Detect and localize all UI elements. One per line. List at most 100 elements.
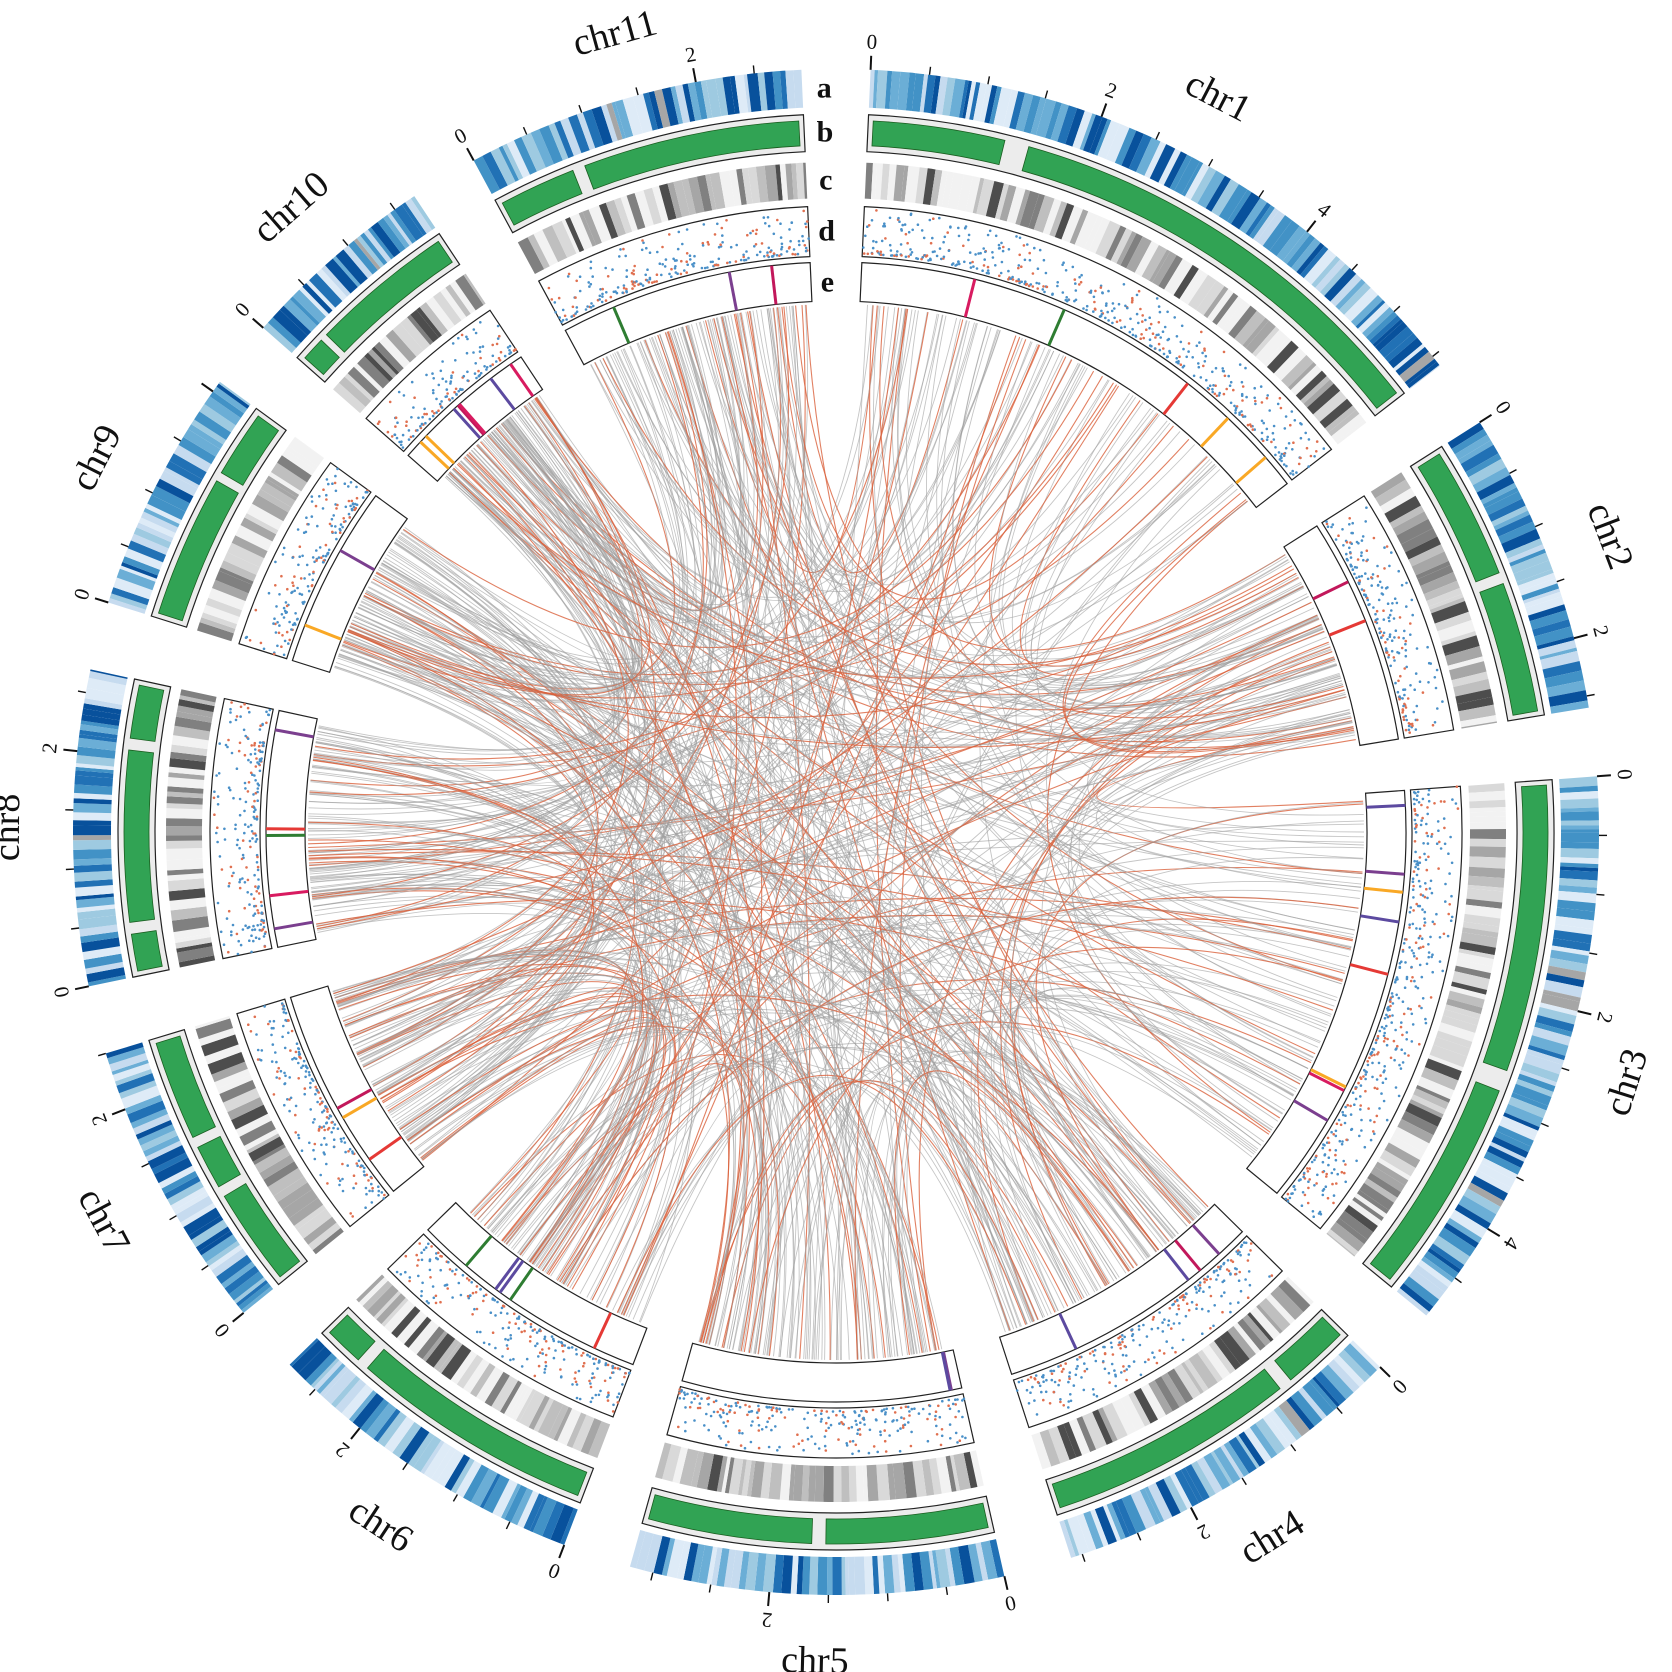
scatter-point bbox=[228, 882, 231, 885]
gray-band bbox=[499, 1380, 522, 1414]
synteny-link bbox=[792, 305, 841, 1361]
scatter-point bbox=[271, 1043, 275, 1046]
scatter-point bbox=[541, 1348, 544, 1351]
heatmap-cell bbox=[335, 1379, 367, 1414]
heatmap-cell bbox=[1552, 938, 1591, 952]
synteny-link bbox=[344, 637, 1150, 1258]
heatmap-cell bbox=[511, 1487, 534, 1526]
gray-band bbox=[391, 1306, 421, 1338]
track-letter: b bbox=[817, 116, 834, 149]
scatter-point bbox=[331, 482, 334, 486]
gray-band bbox=[266, 475, 300, 498]
scatter-point bbox=[1092, 1354, 1096, 1357]
gray-band bbox=[175, 937, 212, 949]
marker-frame bbox=[681, 1342, 963, 1403]
scatter-point bbox=[1421, 894, 1425, 897]
gray-band bbox=[634, 190, 654, 228]
scatter-point bbox=[1388, 619, 1391, 623]
scatter-point bbox=[578, 1397, 582, 1401]
gray-band bbox=[251, 494, 289, 522]
scatter-point bbox=[1349, 1113, 1353, 1116]
synteny-link bbox=[362, 322, 975, 1066]
gray-band bbox=[260, 482, 296, 508]
scatter-point bbox=[489, 1311, 493, 1314]
scatter-point bbox=[445, 395, 449, 398]
scatter-point bbox=[325, 1143, 328, 1146]
scatter-point bbox=[814, 1414, 817, 1417]
scatter-point bbox=[797, 239, 801, 243]
scatter-point bbox=[1145, 1335, 1149, 1338]
scatter-point bbox=[1144, 318, 1147, 322]
heatmap-cell bbox=[560, 117, 582, 157]
scatter-point bbox=[941, 1399, 944, 1403]
scatter-point bbox=[1126, 306, 1129, 310]
scatter-point bbox=[253, 741, 257, 745]
scatter-point bbox=[434, 1294, 438, 1298]
scatter-point bbox=[1165, 1340, 1168, 1343]
scatter-point bbox=[1412, 797, 1416, 801]
scatter-point bbox=[1344, 1114, 1347, 1117]
scatter-point bbox=[253, 928, 257, 931]
scatter-point bbox=[1391, 602, 1394, 605]
heatmap-cell bbox=[263, 322, 297, 353]
heatmap-cell bbox=[85, 961, 124, 975]
scatter-point bbox=[1410, 1040, 1414, 1043]
heatmap-cell bbox=[121, 1085, 161, 1109]
scatter-point bbox=[1175, 357, 1178, 360]
scatter-point bbox=[1203, 360, 1207, 363]
heatmap-cell bbox=[1226, 189, 1252, 224]
heatmap-cell bbox=[1486, 1145, 1525, 1169]
heatmap-cell bbox=[1296, 242, 1325, 276]
gray-band bbox=[416, 1326, 445, 1360]
scatter-point bbox=[1322, 447, 1326, 450]
scatter-point bbox=[1059, 1364, 1062, 1367]
scatter-frame bbox=[386, 1233, 632, 1418]
scatter-point bbox=[1244, 366, 1247, 370]
gray-band bbox=[1039, 1429, 1061, 1467]
scatter-point bbox=[290, 591, 293, 595]
scatter-point bbox=[300, 1149, 304, 1152]
scatter-point bbox=[956, 1398, 959, 1401]
scatter-point bbox=[1413, 688, 1416, 691]
scatter-point bbox=[1192, 374, 1196, 378]
scatter-point bbox=[1330, 1171, 1334, 1175]
scatter-point bbox=[935, 254, 939, 258]
heatmap-cell bbox=[1105, 123, 1130, 163]
synteny-link bbox=[871, 1075, 1109, 1359]
scatter-point bbox=[845, 1444, 849, 1447]
scatter-point bbox=[664, 258, 668, 261]
heatmap-cell bbox=[1417, 1260, 1452, 1288]
scatter-point bbox=[1078, 283, 1081, 286]
heatmap-cell bbox=[154, 1157, 193, 1184]
scatter-point bbox=[249, 761, 253, 764]
scatter-point bbox=[1401, 697, 1404, 700]
heatmap-cell bbox=[1493, 510, 1530, 531]
scatter-point bbox=[303, 577, 306, 580]
scatter-point bbox=[340, 1140, 343, 1143]
marker-bar bbox=[304, 623, 342, 641]
gray-band bbox=[1469, 838, 1506, 848]
scatter-point bbox=[423, 407, 426, 411]
scatter-point bbox=[216, 826, 219, 829]
heatmap-cell bbox=[216, 383, 250, 409]
scatter-point bbox=[248, 839, 252, 843]
gray-band bbox=[572, 1414, 595, 1452]
heatmap-cell bbox=[1523, 588, 1561, 604]
scatter-point bbox=[1424, 1021, 1428, 1025]
heatmap-cell bbox=[127, 1100, 166, 1124]
scatter-point bbox=[653, 280, 656, 284]
scatter-point bbox=[1187, 342, 1191, 345]
scatter-point bbox=[1388, 564, 1391, 568]
scatter-point bbox=[561, 1344, 564, 1347]
scatter-point bbox=[1229, 1259, 1233, 1262]
scatter-point bbox=[871, 1408, 875, 1412]
scatter-point bbox=[1272, 438, 1276, 441]
scatter-point bbox=[1401, 1033, 1404, 1037]
scatter-point bbox=[875, 1418, 878, 1422]
heatmap-cell bbox=[1480, 482, 1517, 505]
heatmap-cell bbox=[876, 70, 888, 109]
scatter-point bbox=[898, 1449, 902, 1453]
scatter-point bbox=[272, 622, 275, 625]
scatter-point bbox=[447, 398, 451, 401]
scatter-point bbox=[1279, 455, 1282, 458]
